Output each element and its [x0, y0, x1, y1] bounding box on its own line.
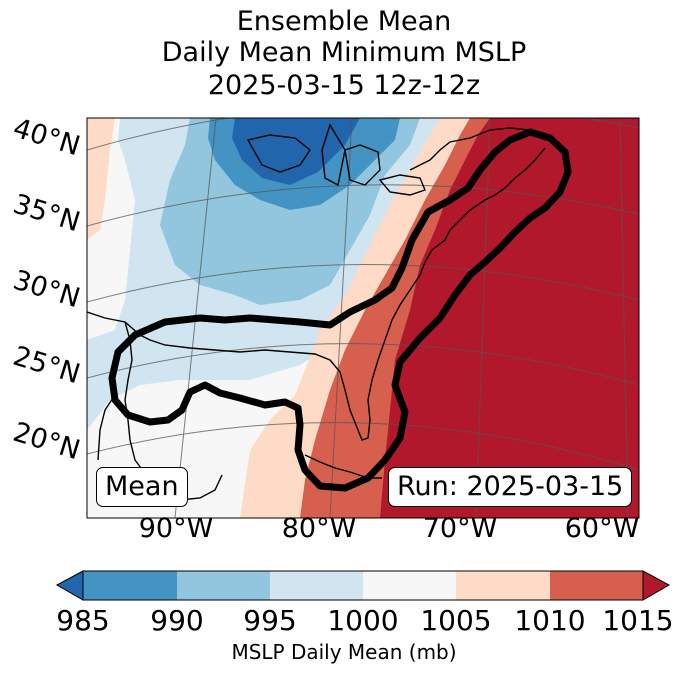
- field-above-1015: [380, 118, 639, 518]
- colorbar-tick-1005: 1005: [420, 604, 492, 637]
- field-west-1005-1010: [87, 118, 115, 240]
- colorbar-bin-1000-1005: [363, 571, 456, 600]
- title-line-1: Ensemble Mean: [236, 6, 452, 37]
- lon-label-90w: 90°W: [138, 513, 214, 544]
- colorbar-extend-high: [642, 570, 671, 601]
- lon-label-80w: 80°W: [281, 513, 357, 544]
- title-line-3: 2025-03-15 12z-12z: [207, 70, 481, 101]
- run-label-box: Run: 2025-03-15: [388, 467, 633, 507]
- map-panel: [87, 118, 639, 518]
- colorbar: [55, 570, 671, 601]
- title-line-2: Daily Mean Minimum MSLP: [161, 37, 527, 68]
- lon-label-70w: 70°W: [422, 513, 498, 544]
- probability-contour: [108, 128, 572, 492]
- mean-label-box: Mean: [96, 467, 188, 507]
- colorbar-tick-1010: 1010: [514, 604, 586, 637]
- field-below-985: [232, 118, 360, 185]
- colorbar-frame: [82, 570, 644, 601]
- colorbar-tick-985: 985: [56, 604, 110, 637]
- lon-label-60w: 60°W: [564, 513, 640, 544]
- colorbar-tick-990: 990: [150, 604, 204, 637]
- colorbar-bin-1010-1015: [550, 571, 643, 600]
- colorbar-label: MSLP Daily Mean (mb): [231, 640, 457, 664]
- colorbar-tick-1000: 1000: [327, 604, 399, 637]
- colorbar-bin-995-1000: [270, 571, 363, 600]
- colorbar-bin-1005-1010: [456, 571, 550, 600]
- colorbar-bin-990-995: [177, 571, 270, 600]
- map-frame: [86, 117, 640, 519]
- colorbar-tick-995: 995: [243, 604, 297, 637]
- coastlines: [87, 123, 546, 501]
- colorbar-bin-985-990: [83, 571, 177, 600]
- colorbar-tick-1015: 1015: [602, 604, 674, 637]
- colorbar-extend-low: [55, 570, 84, 601]
